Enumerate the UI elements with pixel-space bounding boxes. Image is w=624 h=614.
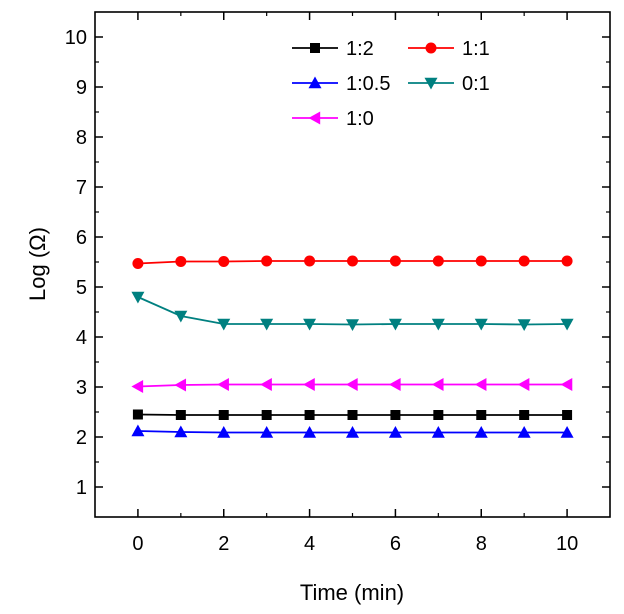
data-point xyxy=(474,426,488,438)
data-point xyxy=(517,426,531,438)
data-point xyxy=(347,255,358,267)
y-tick-label: 9 xyxy=(76,77,87,99)
data-point xyxy=(261,410,272,420)
series-1 xyxy=(132,255,573,269)
data-point xyxy=(474,318,488,331)
legend-item: 1:1 xyxy=(408,38,490,60)
data-point xyxy=(132,409,143,420)
data-point xyxy=(132,258,144,269)
legend-label: 1:1 xyxy=(462,38,490,60)
y-tick-label: 5 xyxy=(76,277,87,299)
legend-marker xyxy=(308,76,322,89)
data-point xyxy=(560,426,574,438)
data-point xyxy=(304,410,315,420)
data-point xyxy=(560,318,574,331)
legend-item: 1:0.5 xyxy=(292,73,390,95)
data-point xyxy=(388,426,402,438)
legend: 1:2 1:1 1:0.5 0:1 1:0 xyxy=(292,38,490,130)
x-tick-label: 4 xyxy=(304,533,315,555)
data-point xyxy=(217,318,231,331)
data-point xyxy=(218,410,229,420)
data-point xyxy=(562,410,573,420)
y-tick-label: 8 xyxy=(76,127,87,149)
data-point xyxy=(561,255,573,267)
legend-marker xyxy=(424,77,438,90)
data-point xyxy=(304,255,316,267)
data-point xyxy=(174,378,187,392)
data-point xyxy=(431,318,445,331)
x-tick-label: 8 xyxy=(476,533,487,555)
data-point xyxy=(261,255,273,267)
legend-item: 0:1 xyxy=(408,73,490,95)
data-point xyxy=(303,426,317,438)
data-point xyxy=(346,378,358,391)
series-2 xyxy=(131,424,574,438)
data-point xyxy=(174,425,188,438)
legend-item: 1:2 xyxy=(292,38,374,60)
y-tick-label: 1 xyxy=(76,477,87,499)
data-point xyxy=(347,410,358,420)
data-point xyxy=(474,378,487,391)
y-tick-label: 10 xyxy=(65,27,87,49)
legend-label: 1:2 xyxy=(346,38,374,60)
data-point xyxy=(519,410,530,420)
y-tick-label: 7 xyxy=(76,177,87,199)
data-point xyxy=(346,319,359,331)
data-point xyxy=(390,410,401,420)
x-axis-label: Time (min) xyxy=(300,580,404,605)
y-tick-label: 4 xyxy=(76,327,87,349)
legend-marker xyxy=(308,111,321,125)
legend-label: 0:1 xyxy=(462,73,490,95)
axis-ticks: 1 2 3 4 5 6 7 8 9 10 0 2 4 6 8 10 xyxy=(65,12,610,555)
data-point xyxy=(433,410,444,420)
x-tick-label: 2 xyxy=(218,533,229,555)
data-point xyxy=(432,255,444,267)
data-series xyxy=(131,255,574,438)
data-point xyxy=(217,426,231,438)
data-point xyxy=(174,310,188,323)
data-point xyxy=(303,318,317,331)
data-point xyxy=(131,380,144,393)
data-point xyxy=(260,426,274,438)
legend-label: 1:0.5 xyxy=(346,73,390,95)
data-point xyxy=(517,319,531,331)
y-axis-label: Log (Ω) xyxy=(25,227,50,301)
data-point xyxy=(175,410,186,420)
legend-marker xyxy=(425,42,437,54)
legend-label: 1:0 xyxy=(346,108,374,130)
data-point xyxy=(388,378,401,391)
data-point xyxy=(560,378,573,391)
data-point xyxy=(518,255,530,267)
data-point xyxy=(388,318,402,331)
x-tick-label: 10 xyxy=(556,533,578,555)
data-point xyxy=(431,426,445,438)
legend-marker xyxy=(310,43,320,53)
data-point xyxy=(303,378,315,391)
data-point xyxy=(475,255,487,267)
y-tick-label: 3 xyxy=(76,377,87,399)
data-point xyxy=(131,291,145,304)
data-point xyxy=(476,410,487,420)
data-point xyxy=(389,255,401,267)
y-tick-label: 6 xyxy=(76,227,87,249)
data-point xyxy=(175,256,187,267)
y-tick-label: 2 xyxy=(76,427,87,449)
series-0 xyxy=(132,409,573,420)
x-tick-label: 6 xyxy=(390,533,401,555)
series-4 xyxy=(131,378,573,393)
data-point xyxy=(131,424,145,437)
data-point xyxy=(517,378,530,391)
x-tick-label: 0 xyxy=(132,533,143,555)
data-point xyxy=(260,318,274,331)
data-point xyxy=(346,426,359,438)
data-point xyxy=(217,378,229,391)
series-3 xyxy=(131,291,574,331)
data-point xyxy=(431,378,444,391)
legend-item: 1:0 xyxy=(292,108,374,130)
data-point xyxy=(260,378,272,391)
data-point xyxy=(218,256,230,267)
